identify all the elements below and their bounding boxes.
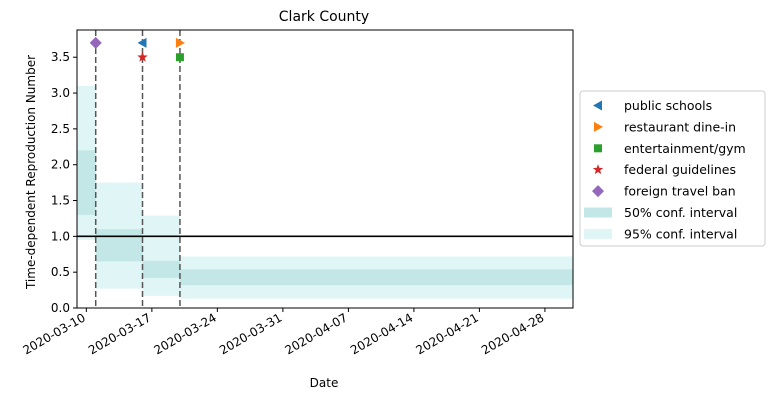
x-tick-label: 2020-04-07 — [282, 310, 349, 357]
legend-label: 50% conf. interval — [624, 205, 737, 220]
legend-label: entertainment/gym — [624, 141, 746, 156]
axes-frame — [76, 29, 574, 309]
y-tick-label: 2.0 — [51, 158, 70, 172]
legend-label: federal guidelines — [624, 162, 736, 177]
x-axis-label: Date — [310, 376, 339, 390]
x-tick-label: 2020-03-10 — [20, 310, 87, 357]
ci50-band — [77, 150, 96, 215]
legend-label: restaurant dine-in — [624, 119, 736, 134]
event-marker — [137, 37, 147, 48]
x-tick-label: 2020-04-28 — [479, 310, 546, 357]
legend-swatch — [584, 228, 612, 239]
event-marker — [175, 37, 185, 48]
legend-marker — [594, 144, 602, 153]
x-tick-label: 2020-03-17 — [86, 310, 153, 357]
ci50-band — [142, 260, 180, 278]
x-tick-label: 2020-03-24 — [151, 310, 218, 357]
legend-marker — [592, 185, 604, 198]
legend-label: public schools — [624, 98, 712, 113]
event-marker — [89, 36, 102, 49]
y-tick-label: 1.5 — [51, 194, 70, 208]
x-tick-label: 2020-03-31 — [217, 310, 284, 357]
legend-marker — [592, 164, 604, 175]
legend-swatch — [584, 207, 612, 218]
y-tick-label: 0.0 — [51, 301, 70, 315]
y-tick-label: 3.5 — [51, 50, 70, 64]
plot-area: 0.00.51.01.52.02.53.03.52020-03-102020-0… — [20, 29, 574, 357]
legend-box — [579, 90, 766, 247]
y-axis-label: Time-dependent Reproduction Number — [24, 55, 38, 290]
legend-label: 95% conf. interval — [624, 226, 737, 241]
x-tick-label: 2020-04-21 — [414, 310, 481, 357]
y-tick-label: 3.0 — [51, 86, 70, 100]
legend-label: foreign travel ban — [624, 184, 736, 199]
event-marker — [137, 51, 148, 62]
legend: public schools restaurant dine-in entertai… — [579, 90, 766, 247]
ci50-band — [95, 229, 143, 262]
y-tick-label: 1.0 — [51, 229, 70, 243]
legend-marker — [594, 121, 603, 132]
x-tick-label: 2020-04-14 — [348, 310, 415, 357]
legend-marker — [593, 100, 602, 111]
y-tick-label: 0.5 — [51, 265, 70, 279]
y-tick-label: 2.5 — [51, 122, 70, 136]
ci95-band — [142, 215, 180, 296]
ci50-band — [179, 269, 573, 286]
chart-title: Clark County — [279, 9, 369, 25]
event-marker — [175, 53, 184, 62]
